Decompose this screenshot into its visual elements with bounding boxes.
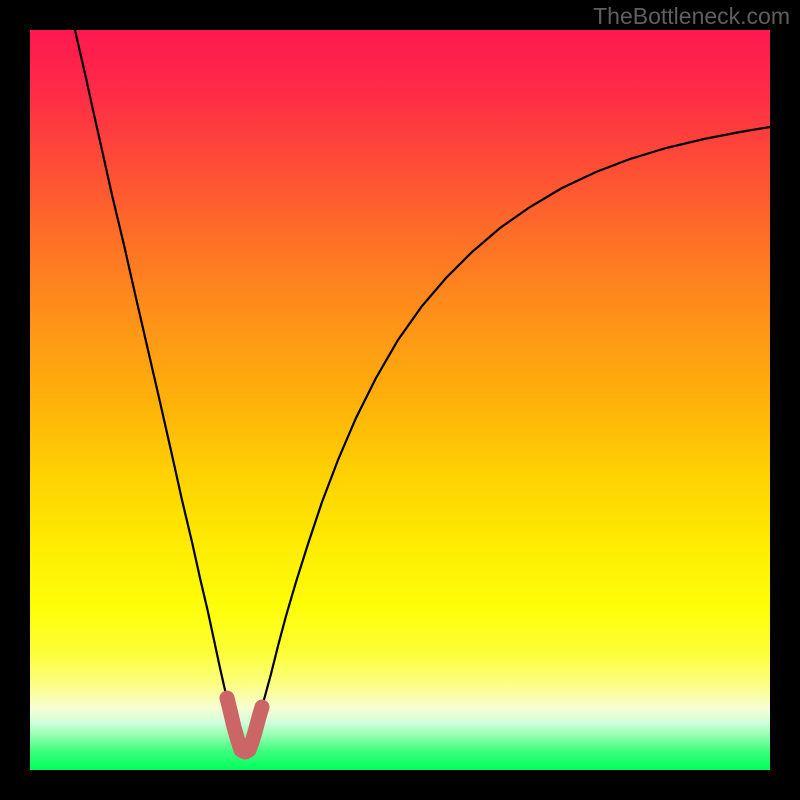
- trough-highlight: [227, 698, 262, 752]
- bottleneck-curve: [75, 30, 770, 750]
- chart-svg: [0, 0, 800, 800]
- watermark-text: TheBottleneck.com: [593, 3, 790, 30]
